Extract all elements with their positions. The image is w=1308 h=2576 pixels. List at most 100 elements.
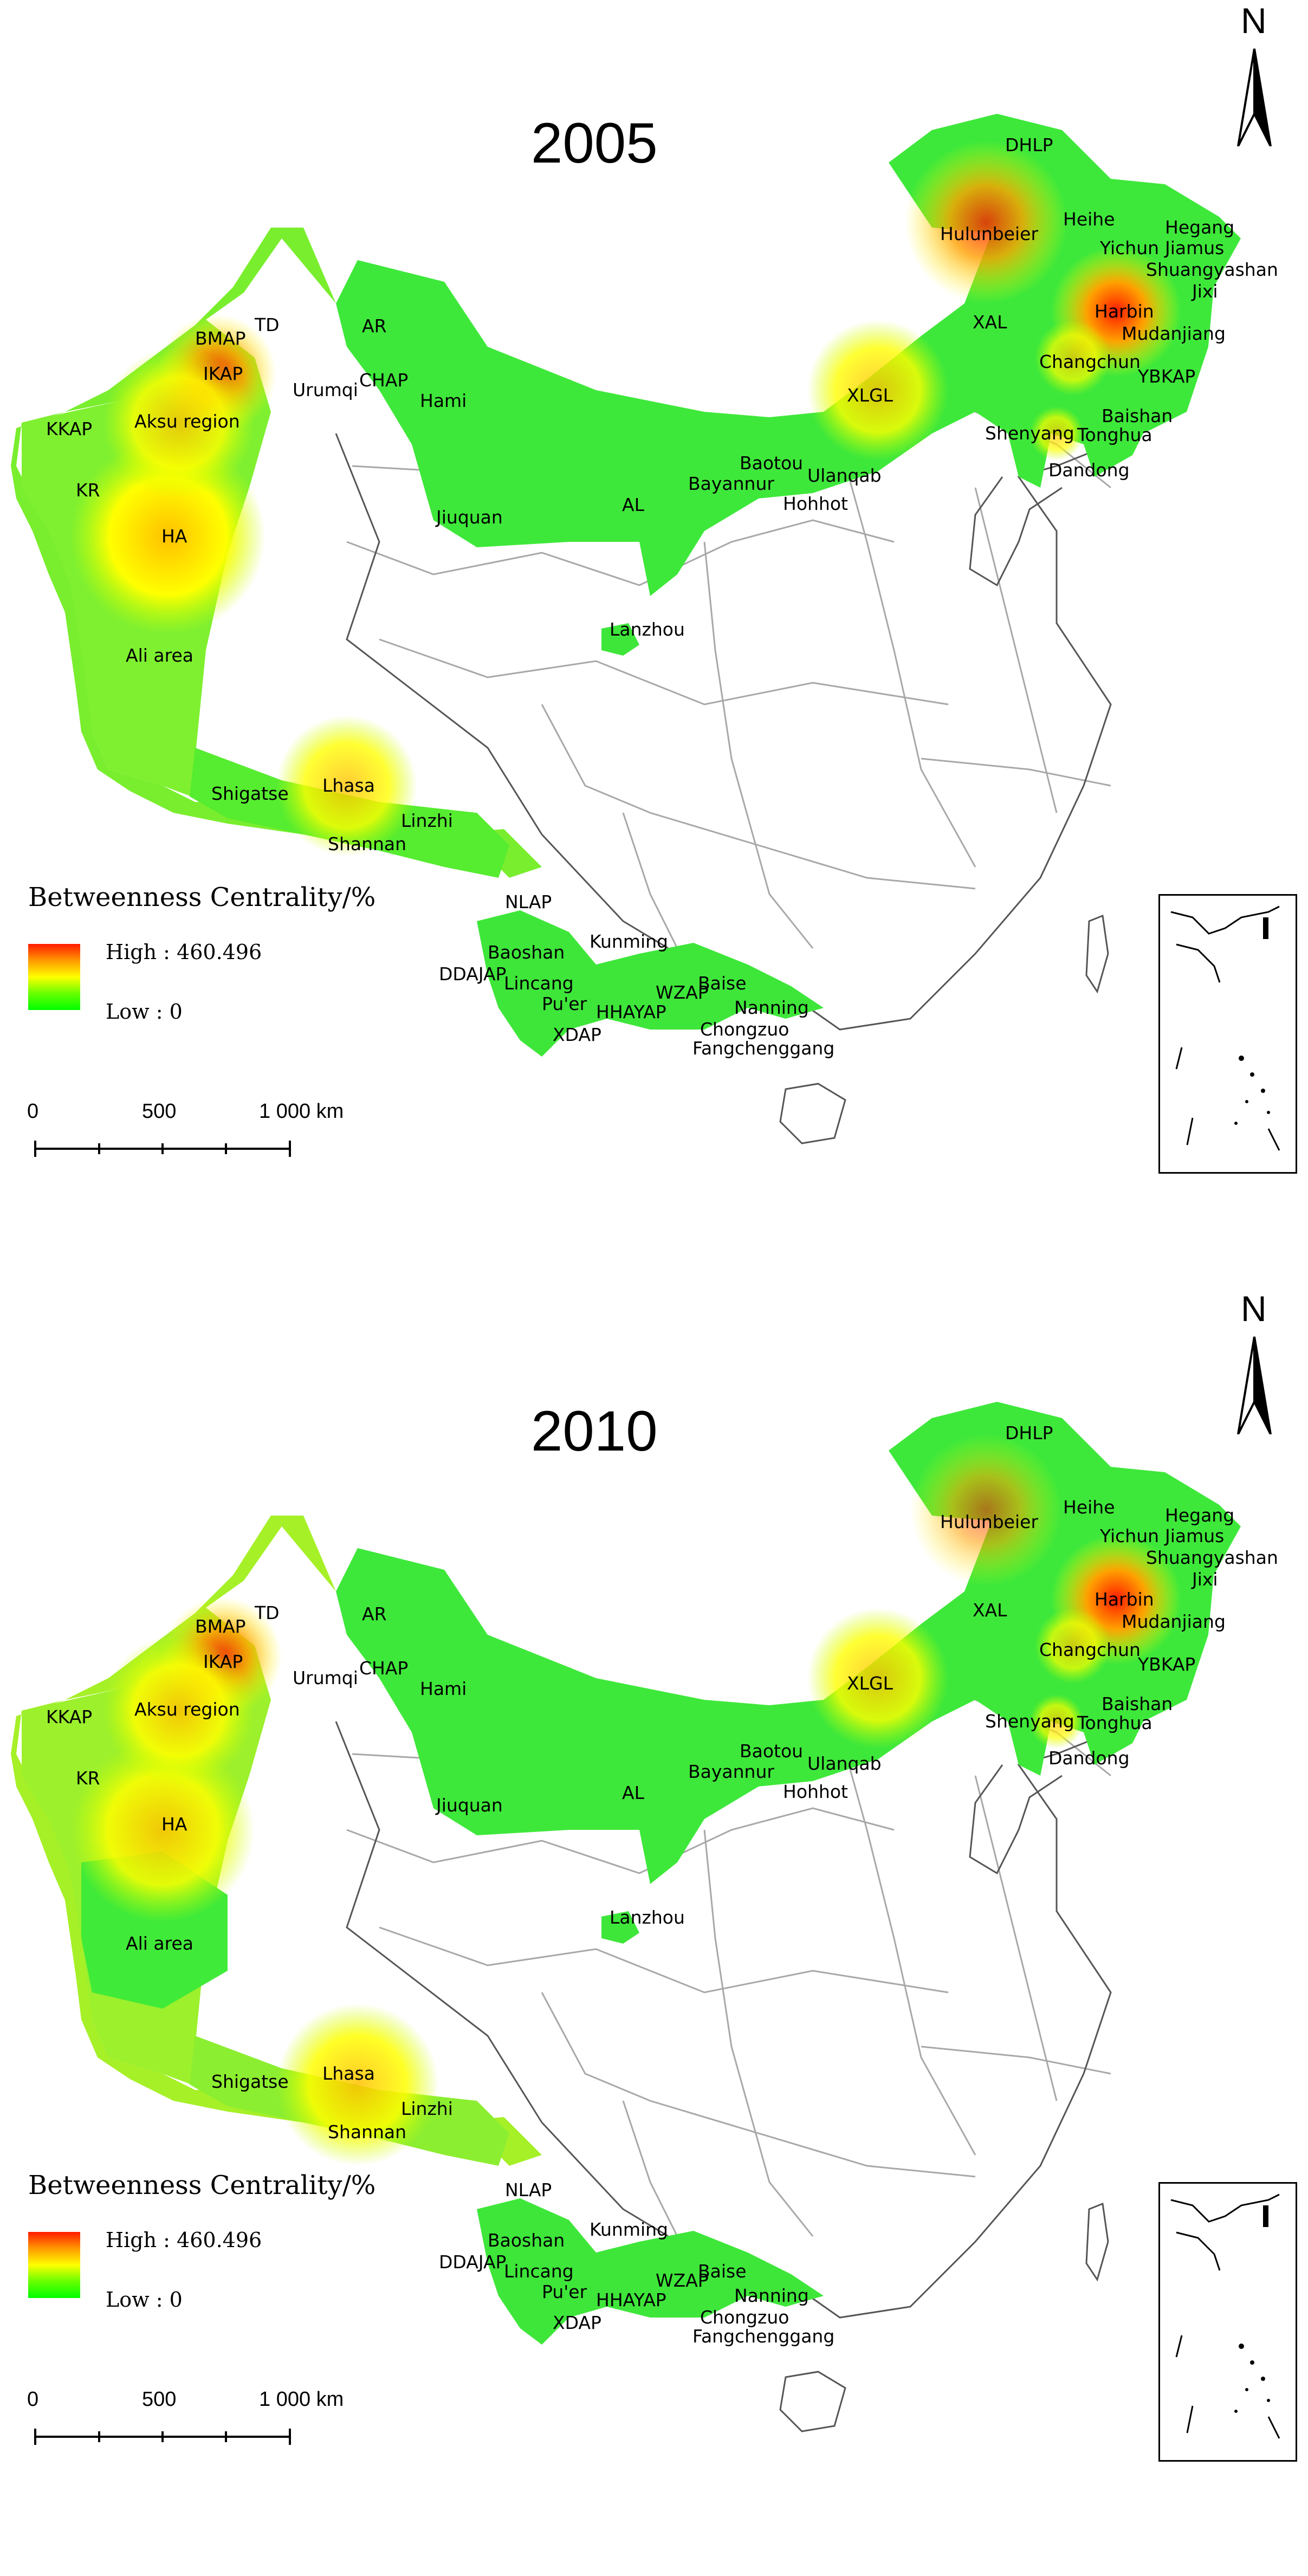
- place-label: Heihe: [1063, 209, 1115, 230]
- hotspot-lhasa: [276, 2003, 439, 2166]
- place-label: Lanzhou: [610, 619, 685, 640]
- place-label: Yichun: [1100, 1525, 1160, 1546]
- hotspot-xlgl: [807, 1608, 948, 1749]
- scale-label-500: 500: [142, 1100, 177, 1123]
- hotspot-ha: [70, 1738, 255, 1922]
- place-label: Shuangyashan: [1146, 1547, 1278, 1568]
- taiwan-island: [1085, 2202, 1109, 2282]
- place-label: HHAYAP: [596, 2289, 666, 2310]
- country-outline: [335, 357, 1112, 1031]
- coastline-bohai: [969, 476, 1063, 587]
- place-label: Shannan: [328, 833, 407, 855]
- hotspot-aksu: [103, 347, 255, 499]
- place-label: DDAJAP: [439, 2251, 507, 2273]
- southern-border-region: [477, 910, 824, 1057]
- taiwan-island: [1085, 914, 1109, 994]
- hotspot-shenyang: [1029, 1694, 1084, 1749]
- place-label: Urumqi: [293, 1667, 358, 1688]
- place-label: DDAJAP: [439, 963, 507, 985]
- legend-title: Betweenness Centrality/%: [28, 882, 376, 912]
- place-label: XAL: [973, 312, 1007, 333]
- place-label: Changchun: [1039, 351, 1141, 372]
- place-label: BMAP: [195, 1616, 246, 1637]
- place-label: Jiamus: [1165, 237, 1225, 258]
- place-label: Ali area: [126, 1933, 193, 1954]
- lanzhou-region: [601, 623, 639, 656]
- place-label: Yichun: [1100, 237, 1160, 258]
- place-label: Lincang: [504, 2261, 574, 2282]
- place-label: XDAP: [553, 2312, 601, 2333]
- place-label: TD: [255, 314, 280, 335]
- place-label: Lincang: [504, 973, 574, 994]
- hotspot-hulunbeier: [905, 141, 1067, 303]
- place-label: WZAP: [656, 982, 709, 1003]
- legend-low: Low : 0: [106, 2288, 183, 2312]
- year-title: 2010: [531, 1400, 658, 1463]
- place-label: AL: [622, 494, 644, 515]
- place-label: AL: [622, 1782, 644, 1803]
- legend-color-ramp: [28, 2232, 80, 2298]
- place-label: IKAP: [203, 1651, 243, 1672]
- place-label: AR: [362, 1603, 387, 1624]
- place-label: Dandong: [1048, 1747, 1130, 1769]
- place-label: Shenyang: [985, 1711, 1074, 1732]
- place-label: Pu'er: [542, 2281, 587, 2302]
- scale-label-1000: 1 000 km: [259, 1100, 344, 1123]
- place-label: KR: [76, 480, 100, 501]
- place-label: DHLP: [1005, 1422, 1053, 1444]
- place-label: Heihe: [1063, 1497, 1115, 1518]
- place-label: Urumqi: [293, 379, 358, 400]
- place-label: Dandong: [1048, 459, 1130, 481]
- place-label: Jixi: [1192, 281, 1218, 302]
- place-label: Shannan: [328, 2121, 407, 2143]
- southern-border-region: [477, 2198, 824, 2345]
- hainan-island: [779, 1083, 846, 1144]
- place-label: KR: [76, 1768, 100, 1789]
- hainan-island: [779, 2371, 846, 2432]
- place-label: Linzhi: [401, 810, 453, 831]
- north-letter: N: [1241, 1289, 1267, 1329]
- place-label: XDAP: [553, 1024, 601, 1045]
- north-arrow-icon: [1237, 1336, 1272, 1434]
- legend-title: Betweenness Centrality/%: [28, 2170, 376, 2200]
- place-label: Baise: [698, 973, 747, 994]
- place-label: Lanzhou: [610, 1907, 685, 1928]
- legend-low: Low : 0: [106, 1000, 183, 1024]
- place-label: HHAYAP: [596, 1001, 666, 1022]
- place-label: Ulanqab: [807, 465, 882, 486]
- scale-label-0: 0: [27, 1100, 39, 1123]
- place-label: Shigatse: [211, 2071, 289, 2092]
- scale-label-0: 0: [27, 2388, 39, 2411]
- scale-label-1000: 1 000 km: [259, 2388, 344, 2411]
- place-label: CHAP: [359, 370, 409, 391]
- legend-color-ramp: [28, 944, 80, 1010]
- south-china-sea-inset: [1158, 894, 1297, 1174]
- scale-bar: [34, 1141, 291, 1157]
- place-label: DHLP: [1005, 134, 1053, 156]
- place-label: Baotou: [740, 452, 804, 474]
- place-label: Shenyang: [985, 423, 1074, 444]
- place-label: Harbin: [1095, 1589, 1154, 1610]
- place-label: Shuangyashan: [1146, 259, 1278, 280]
- scale-bar: [34, 2429, 291, 2445]
- place-label: XLGL: [847, 385, 893, 406]
- place-label: Pu'er: [542, 993, 587, 1014]
- place-label: BMAP: [195, 328, 246, 349]
- place-label: Lhasa: [322, 775, 375, 796]
- place-label: NLAP: [505, 2179, 552, 2200]
- place-label: Aksu region: [134, 411, 240, 432]
- place-label: HA: [161, 1814, 187, 1835]
- place-label: YBKAP: [1138, 366, 1196, 387]
- north-letter: N: [1241, 1, 1267, 41]
- place-label: KKAP: [46, 1706, 93, 1727]
- place-label: KKAP: [46, 418, 93, 439]
- place-label: Jiuquan: [436, 1795, 503, 1816]
- place-label: Kunming: [590, 2219, 669, 2240]
- place-label: Kunming: [590, 931, 669, 952]
- place-label: Nanning: [734, 997, 809, 1018]
- place-label: Bayannur: [688, 1761, 774, 1782]
- hotspot-xlgl: [807, 320, 948, 461]
- place-label: HA: [161, 526, 187, 547]
- hotspot-changchun: [1035, 320, 1111, 396]
- place-label: Baoshan: [488, 942, 565, 963]
